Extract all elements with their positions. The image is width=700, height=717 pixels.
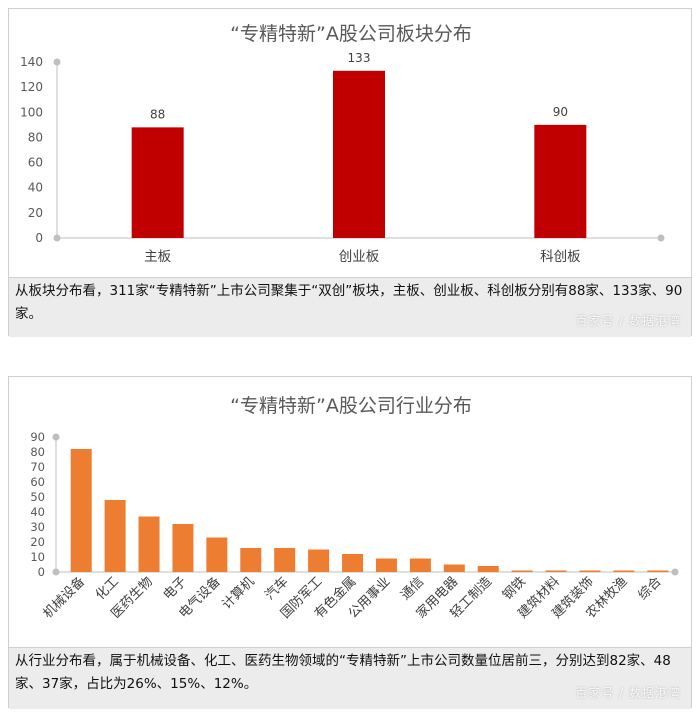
y-tick-label: 30 — [30, 520, 45, 534]
x-tick-label: 科创板 — [540, 249, 581, 265]
y-tick-label: 140 — [20, 55, 43, 69]
axis-endpoint-dot — [53, 58, 61, 66]
y-tick-label: 0 — [38, 565, 45, 579]
bar — [342, 554, 364, 572]
board-distribution-caption: 从板块分布看，311家“专精特新”上市公司聚集于“双创”板块，主板、创业板、科创… — [9, 277, 691, 337]
bar — [443, 564, 465, 572]
board-caption-text: 从板块分布看，311家“专精特新”上市公司聚集于“双创”板块，主板、创业板、科创… — [15, 283, 683, 322]
bar — [70, 449, 92, 572]
bar — [579, 570, 601, 572]
board-distribution-panel: “专精特新”A股公司板块分布 0 20 40 60 80 100 120 140 88 主板 133 创… — [8, 8, 692, 337]
y-tick-label: 20 — [28, 206, 43, 220]
axis-endpoint-dot — [52, 568, 60, 576]
bar — [206, 537, 228, 572]
y-tick-label: 10 — [30, 550, 45, 564]
x-tick-label: 计算机 — [219, 574, 257, 612]
chart-title: “专精特新”A股公司行业分布 — [230, 395, 472, 417]
x-tick-label: 钢铁 — [500, 574, 529, 603]
industry-distribution-caption: 从行业分布看，属于机械设备、化工、医药生物领域的“专精特新”上市公司数量位居前三… — [9, 647, 691, 709]
bar — [545, 570, 567, 572]
y-tick-label: 100 — [20, 105, 43, 119]
axis-endpoint-dot — [52, 433, 60, 441]
bar — [104, 500, 126, 572]
x-tick-label: 汽车 — [262, 574, 292, 604]
industry-distribution-panel: “专精特新”A股公司行业分布 0 10 20 30 40 50 60 70 80 90 机械设备 化工医… — [8, 376, 692, 709]
bar — [511, 570, 533, 572]
bar — [274, 548, 296, 572]
bar — [534, 124, 587, 238]
axis-endpoint-dot — [671, 568, 679, 576]
y-tick-label: 80 — [28, 130, 43, 144]
bar — [138, 516, 160, 572]
bar — [308, 549, 330, 572]
y-tick-label: 60 — [28, 156, 43, 170]
y-tick-label: 90 — [30, 430, 45, 444]
y-tick-label: 50 — [30, 490, 45, 504]
data-label: 133 — [348, 51, 371, 65]
bar — [131, 127, 184, 238]
watermark: 百家号 / 数据港湾 — [575, 314, 681, 328]
data-label: 90 — [553, 105, 568, 119]
x-tick-label: 主板 — [144, 249, 171, 265]
watermark: 百家号 / 数据港湾 — [575, 686, 681, 700]
data-label: 88 — [150, 107, 165, 121]
x-tick-label: 化工 — [93, 574, 122, 603]
axis-endpoint-dot — [53, 234, 61, 242]
y-tick-label: 120 — [20, 80, 43, 94]
industry-caption-text: 从行业分布看，属于机械设备、化工、医药生物领域的“专精特新”上市公司数量位居前三… — [15, 653, 671, 692]
x-tick-label: 通信 — [398, 574, 427, 603]
x-tick-label: 创业板 — [339, 249, 380, 265]
bar — [409, 558, 431, 572]
y-tick-label: 40 — [28, 181, 43, 195]
x-tick-label: 机械设备 — [40, 574, 88, 622]
chart-title: “专精特新”A股公司板块分布 — [230, 23, 472, 45]
y-tick-label: 40 — [30, 505, 45, 519]
bar — [172, 524, 194, 572]
bar — [613, 570, 635, 572]
board-distribution-chart: “专精特新”A股公司板块分布 0 20 40 60 80 100 120 140 88 主板 133 创… — [20, 23, 665, 265]
y-tick-label: 80 — [30, 445, 45, 459]
axis-endpoint-dot — [657, 234, 665, 242]
y-tick-label: 20 — [30, 535, 45, 549]
x-tick-label: 综合 — [636, 574, 665, 603]
bar — [375, 558, 397, 572]
bar — [333, 70, 385, 238]
bar — [477, 566, 499, 572]
y-tick-label: 0 — [35, 231, 43, 245]
y-tick-label: 70 — [30, 460, 45, 474]
bar — [647, 570, 669, 572]
bar — [240, 548, 262, 572]
x-tick-label: 电子 — [161, 574, 190, 603]
y-tick-label: 60 — [30, 475, 45, 489]
